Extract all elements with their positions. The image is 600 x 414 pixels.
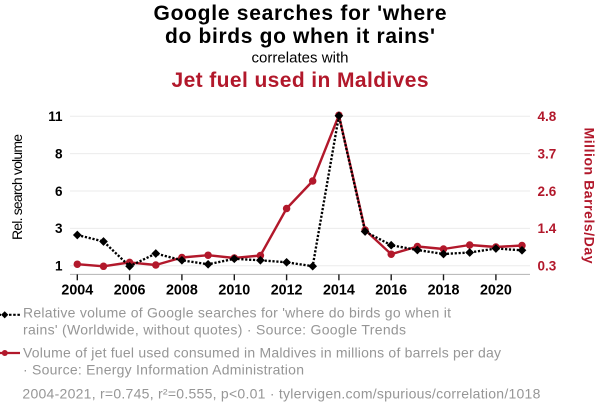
svg-text:11: 11 — [48, 109, 63, 124]
svg-text:3: 3 — [55, 221, 63, 236]
svg-text:do birds go when it rains': do birds go when it rains' — [165, 25, 435, 48]
svg-text:· Source: Energy Information A: · Source: Energy Information Administrat… — [23, 362, 304, 378]
svg-text:4.8: 4.8 — [538, 109, 557, 124]
svg-text:2016: 2016 — [375, 283, 407, 299]
svg-text:3.7: 3.7 — [538, 146, 557, 161]
svg-text:Relative volume of Google sear: Relative volume of Google searches for '… — [23, 305, 451, 321]
svg-text:Volume of jet fuel used consum: Volume of jet fuel used consumed in Mald… — [23, 345, 501, 361]
svg-text:1: 1 — [55, 259, 63, 274]
svg-text:2008: 2008 — [166, 283, 198, 299]
svg-text:2004-2021, r=0.745, r²=0.555,: 2004-2021, r=0.745, r²=0.555, p<0.01 · t… — [22, 385, 540, 401]
svg-text:2014: 2014 — [323, 283, 355, 299]
svg-text:8: 8 — [55, 146, 63, 161]
svg-text:2010: 2010 — [218, 283, 250, 299]
svg-text:2020: 2020 — [480, 283, 512, 299]
svg-text:2018: 2018 — [428, 283, 460, 299]
svg-text:correlates with: correlates with — [252, 49, 349, 66]
svg-text:rains' (Worldwide, without quo: rains' (Worldwide, without quotes) · Sou… — [23, 322, 406, 338]
svg-text:2.6: 2.6 — [538, 184, 557, 199]
svg-text:Million Barrels/Day: Million Barrels/Day — [581, 128, 597, 264]
svg-text:Google searches for 'where: Google searches for 'where — [154, 2, 447, 25]
svg-text:0.3: 0.3 — [538, 259, 557, 274]
svg-text:1.4: 1.4 — [538, 221, 557, 236]
svg-text:2012: 2012 — [271, 283, 303, 299]
svg-text:6: 6 — [55, 184, 63, 199]
svg-text:Rel. search volume: Rel. search volume — [9, 134, 25, 240]
svg-text:2006: 2006 — [114, 283, 146, 299]
svg-text:Jet fuel used in Maldives: Jet fuel used in Maldives — [172, 69, 429, 92]
svg-text:2004: 2004 — [61, 283, 93, 299]
